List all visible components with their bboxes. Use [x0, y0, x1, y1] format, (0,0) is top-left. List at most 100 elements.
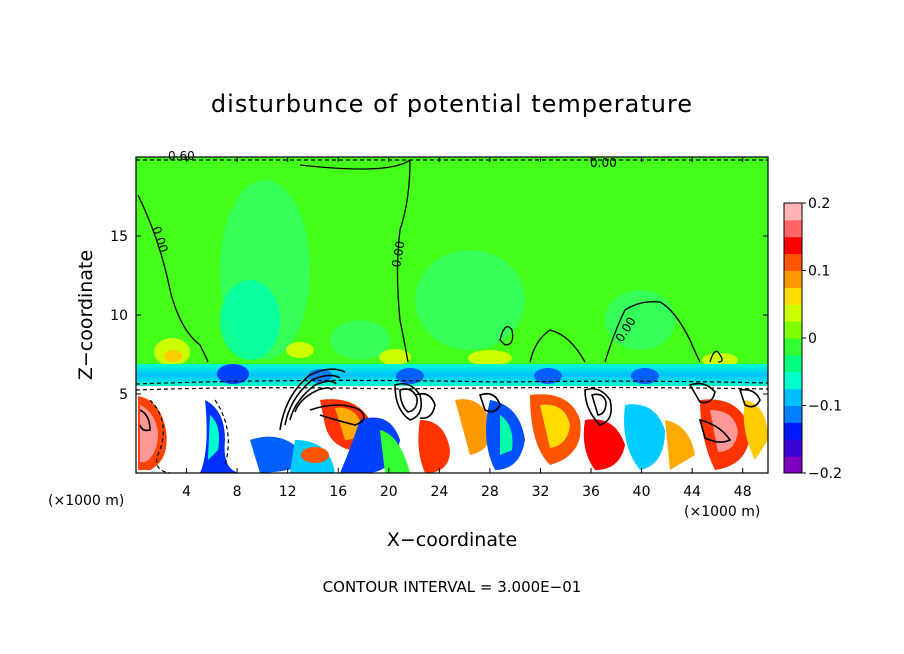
- contour-line: [137, 194, 209, 363]
- colorbar-swatch: [784, 236, 802, 255]
- turbulent-blob: [500, 415, 513, 455]
- turbulent-blob: [455, 399, 491, 455]
- swirl-contour: [698, 418, 732, 443]
- x-tick-label: 44: [683, 484, 701, 500]
- turbulent-blob: [418, 420, 450, 473]
- turbulent-blob: [301, 447, 329, 463]
- swirl-contour: [590, 393, 607, 416]
- x-tick-label: 8: [233, 484, 242, 500]
- contour-line: [499, 326, 514, 346]
- inversion-cold-core: [217, 364, 249, 384]
- x-unit-label-right: (×1000 m): [684, 504, 760, 520]
- contour-label: 0.00: [590, 156, 617, 170]
- swirl-contour: [399, 388, 418, 413]
- warm-patch: [468, 350, 512, 366]
- swirl-contour: [309, 404, 365, 426]
- colorbar-swatch: [784, 405, 802, 423]
- cool-plume: [605, 290, 675, 350]
- turbulent-blob: [583, 419, 625, 470]
- warm-patch: [702, 353, 738, 367]
- y-tick-label: 10: [110, 308, 128, 324]
- colorbar-swatch: [784, 338, 802, 356]
- y-tick-label: 15: [110, 229, 128, 245]
- x-tick-label: 40: [633, 484, 651, 500]
- contour-line: [709, 350, 723, 363]
- warm-patch: [286, 342, 314, 358]
- colorbar-swatch: [784, 287, 802, 305]
- colorbar-swatch: [784, 304, 802, 322]
- cool-plume: [220, 280, 280, 360]
- warm-patch: [379, 349, 411, 365]
- colorbar-swatch: [784, 354, 802, 373]
- swirl-contour: [584, 387, 613, 426]
- swirl-contour: [478, 392, 501, 413]
- turbulent-blob: [743, 400, 768, 460]
- turbulent-blob: [624, 404, 665, 470]
- colorbar-tick-label: 0: [808, 331, 817, 347]
- colorbar: 0.2 0.1 0 −0.1 −0.2: [783, 196, 842, 482]
- x-tick-label: 36: [582, 484, 600, 500]
- contour-line: [529, 329, 586, 363]
- colorbar-swatch: [784, 371, 802, 390]
- colorbar-tick-label: 0.2: [808, 196, 830, 212]
- colorbar-swatch: [784, 439, 802, 457]
- contour-line: [604, 301, 701, 363]
- x-axis-label: X−coordinate: [387, 529, 517, 551]
- contour-label: 0.60: [168, 149, 195, 163]
- colorbar-swatch: [784, 203, 802, 221]
- x-unit-label: (×1000 m): [48, 493, 124, 509]
- turbulent-blob: [140, 405, 158, 462]
- contour-line: [299, 159, 411, 170]
- swirl-contour: [688, 382, 716, 404]
- y-axis: 5 10 15: [110, 229, 768, 403]
- colorbar-tick-label: −0.1: [808, 399, 842, 415]
- colorbar-swatch: [784, 422, 802, 440]
- x-tick-label: 48: [734, 484, 752, 500]
- colorbar-swatch: [784, 456, 802, 474]
- inversion-cold-core: [534, 368, 562, 384]
- contour-interval-note: CONTOUR INTERVAL = 3.000E−01: [323, 578, 582, 596]
- colorbar-swatch: [784, 270, 802, 288]
- shaded-field: [136, 157, 768, 473]
- colorbar-swatch: [784, 321, 802, 339]
- x-tick-label: 28: [481, 484, 499, 500]
- colorbar-swatch: [784, 388, 802, 406]
- warm-patch: [164, 350, 182, 362]
- y-axis-label: Z−coordinate: [75, 250, 97, 380]
- swirl-contour: [394, 382, 423, 421]
- inversion-band: [136, 364, 768, 386]
- x-tick-label: 24: [430, 484, 448, 500]
- inversion-cold-core: [631, 368, 659, 384]
- turbulent-blob: [540, 404, 570, 448]
- swirl-contour: [738, 388, 761, 408]
- turbulent-blob: [380, 430, 410, 473]
- colorbar-swatch: [784, 219, 802, 238]
- swirl-contour: [139, 409, 151, 432]
- x-tick-label: 12: [279, 484, 297, 500]
- swirl-contour: [294, 387, 333, 413]
- x-tick-label: 32: [532, 484, 550, 500]
- swirl-contour: [289, 380, 337, 421]
- cool-plume: [415, 250, 525, 350]
- contour-line: [396, 159, 411, 363]
- swirl-contour: [279, 368, 346, 431]
- turbulent-blob: [208, 415, 219, 460]
- swirl-contour: [414, 392, 436, 420]
- dashed-contour: [136, 386, 768, 391]
- x-axis: 4 8 12 16 20 24 28 32 36 40 44 48: [182, 157, 752, 500]
- x-tick-label: 4: [182, 484, 191, 500]
- colorbar-swatch: [784, 253, 802, 271]
- contour-label: 0.00: [389, 240, 407, 269]
- inversion-cold-core: [396, 368, 424, 384]
- cool-plume: [330, 320, 390, 360]
- x-tick-label: 16: [329, 484, 347, 500]
- dashed-contour: [136, 379, 768, 385]
- turbulent-blob: [665, 420, 695, 470]
- dashed-contour: [149, 399, 171, 473]
- y-tick-label: 5: [119, 387, 128, 403]
- turbulent-blob: [250, 436, 305, 473]
- colorbar-tick-label: −0.2: [808, 466, 842, 482]
- chart-title: disturbunce of potential temperature: [211, 90, 693, 118]
- swirl-contour: [284, 374, 341, 426]
